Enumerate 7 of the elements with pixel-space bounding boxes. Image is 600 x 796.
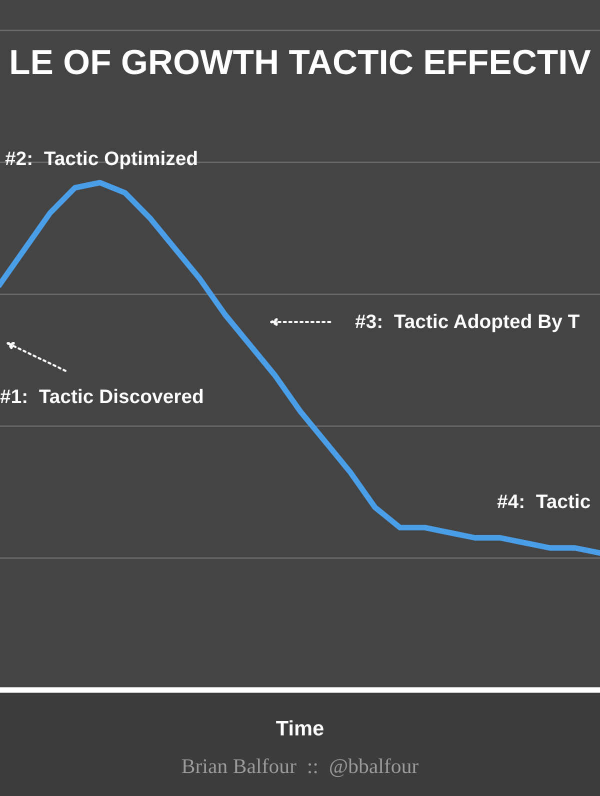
text: #2: Tactic Optimized xyxy=(5,150,197,170)
x-axis-title: Time xyxy=(276,720,324,736)
chart-title: LE OF GROWTH TACTIC EFFECTIV xyxy=(11,50,591,74)
annotation: #4: Tactic xyxy=(497,494,590,508)
text: Brian Balfour :: @bbalfour xyxy=(182,758,418,777)
annotation: #1: Tactic Discovered xyxy=(0,388,203,404)
annotation: #3: Tactic Adopted By T xyxy=(355,314,580,332)
